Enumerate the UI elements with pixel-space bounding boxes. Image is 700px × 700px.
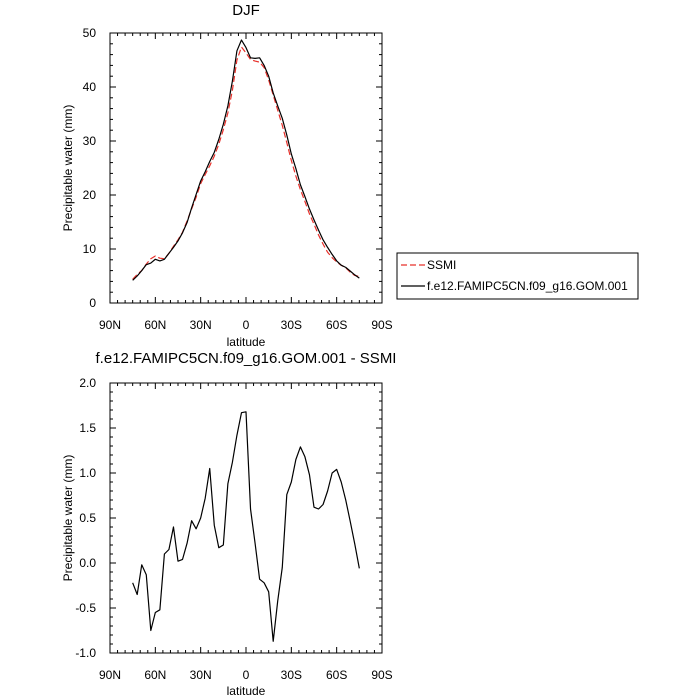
y-tick-label: 0.0 xyxy=(79,556,96,570)
x-tick-label: 90S xyxy=(371,668,392,682)
series-line-difference xyxy=(132,411,360,642)
y-tick-label: -0.5 xyxy=(75,601,96,615)
x-tick-label: 30S xyxy=(281,318,302,332)
x-tick-label: 90S xyxy=(371,318,392,332)
chart-panel-1: 90N 60N 30N 0 30S 60S 90S 0 10 20 30 40 50 DJF latitud… xyxy=(61,2,639,349)
x-tick-label: 0 xyxy=(243,668,250,682)
chart-panel-2: 90N 60N 30N 0 30S 60S 90S -1.0 -0.5 0.0 0.5 1.0 1.5 2… xyxy=(61,350,396,698)
x-tick-label: 30S xyxy=(281,668,302,682)
y-tick-label: 2.0 xyxy=(79,376,96,390)
x-tick-label: 60S xyxy=(326,668,347,682)
chart-title: DJF xyxy=(232,2,260,19)
y-axis-label: Precipitable water (mm) xyxy=(61,105,75,232)
legend-entry: f.e12.FAMIPC5CN.f09_g16.GOM.001 xyxy=(427,279,628,293)
y-tick-label: 30 xyxy=(83,134,97,148)
y-tick-label: 40 xyxy=(83,80,97,94)
legend-box xyxy=(396,252,639,300)
x-tick-label: 0 xyxy=(243,318,250,332)
y-tick-label: 20 xyxy=(83,188,97,202)
x-tick-label: 60N xyxy=(144,318,166,332)
y-tick-label: 1.5 xyxy=(79,421,96,435)
y-tick-label: -1.0 xyxy=(75,646,96,660)
y-tick-label: 0.5 xyxy=(79,511,96,525)
x-tick-label: 30N xyxy=(190,318,212,332)
legend-entry: SSMI xyxy=(427,258,456,272)
y-tick-label: 0 xyxy=(89,296,96,310)
x-tick-label: 60S xyxy=(326,318,347,332)
y-axis-label: Precipitable water (mm) xyxy=(61,455,75,582)
x-tick-label: 90N xyxy=(99,668,121,682)
y-tick-label: 1.0 xyxy=(79,466,96,480)
x-axis-label: latitude xyxy=(227,335,266,349)
x-axis-label: latitude xyxy=(227,684,266,698)
y-tick-label: 50 xyxy=(83,26,97,40)
x-tick-label: 60N xyxy=(144,668,166,682)
y-tick-label: 10 xyxy=(83,242,97,256)
series-line-f-e12-famipc5cn-f09-g16-gom-001 xyxy=(132,39,360,281)
x-tick-label: 30N xyxy=(190,668,212,682)
x-tick-label: 90N xyxy=(99,318,121,332)
legend: SSMI f.e12.FAMIPC5CN.f09_g16.GOM.001 xyxy=(396,252,639,300)
chart-title: f.e12.FAMIPC5CN.f09_g16.GOM.001 - SSMI xyxy=(96,350,397,367)
